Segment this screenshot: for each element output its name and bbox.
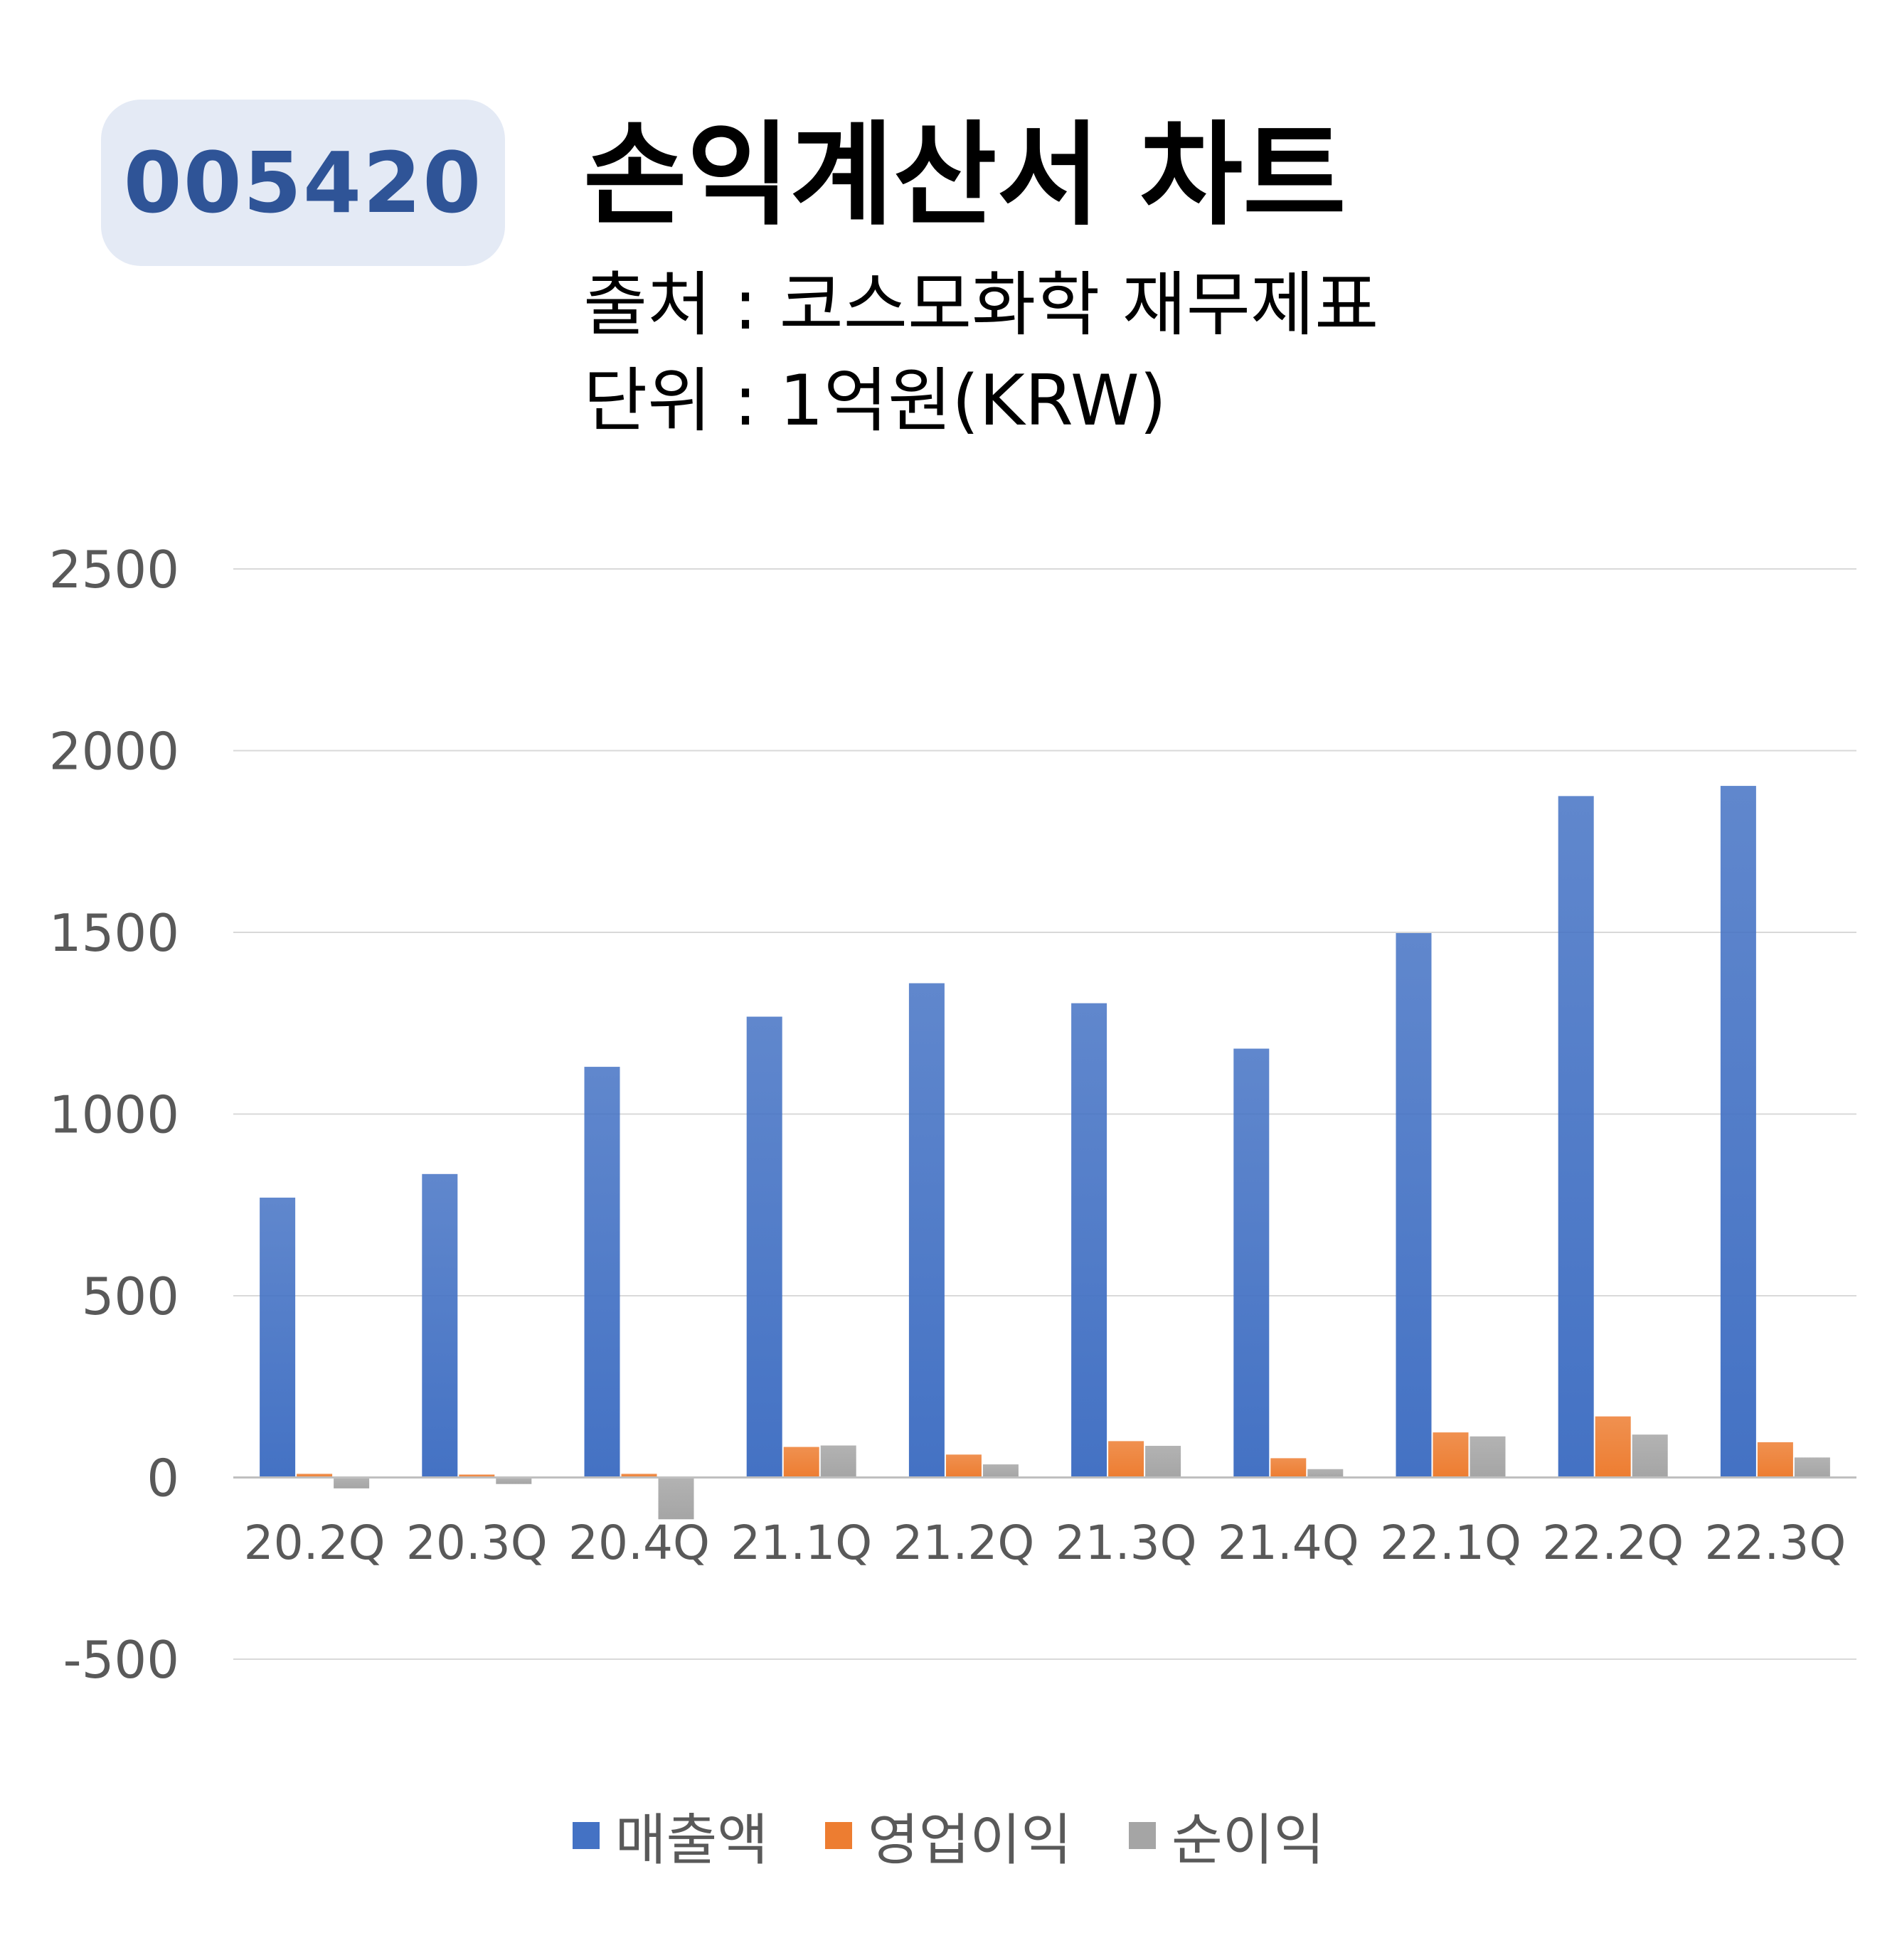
bar-20.2Q-순이익 (334, 1477, 370, 1488)
bar-20.3Q-매출액 (422, 1173, 458, 1478)
chart-legend: 매출액 영업이익 순이익 (0, 1796, 1897, 1875)
bar-20.4Q-순이익 (658, 1477, 694, 1520)
bar-21.2Q-순이익 (982, 1464, 1019, 1478)
bar-20.4Q-매출액 (584, 1067, 620, 1478)
ticker-badge: 005420 (101, 100, 505, 266)
y-tick-label: -500 (63, 1630, 179, 1690)
bar-21.2Q-매출액 (908, 983, 945, 1478)
legend-label: 영업이익 (867, 1809, 1073, 1873)
y-tick-label: 2000 (49, 722, 179, 782)
bar-20.2Q-매출액 (260, 1198, 296, 1478)
legend-swatch (1129, 1822, 1157, 1849)
source-label: 출처 : 코스모화학 재무제표 (583, 265, 1379, 346)
y-tick-label: 2500 (49, 540, 179, 600)
bar-21.1Q-매출액 (746, 1016, 782, 1478)
y-tick-label: 1500 (49, 903, 179, 963)
bar-22.2Q-영업이익 (1595, 1416, 1631, 1478)
y-tick-label: 500 (82, 1267, 179, 1326)
legend-swatch (572, 1822, 600, 1849)
x-tick-label: 20.2Q (244, 1516, 386, 1570)
bar-20.3Q-영업이익 (459, 1474, 495, 1478)
x-tick-label: 21.2Q (893, 1516, 1034, 1570)
bar-22.1Q-매출액 (1396, 933, 1432, 1478)
x-tick-label: 21.1Q (730, 1516, 872, 1570)
unit-label: 단위 : 1억원(KRW) (583, 361, 1167, 442)
bar-20.3Q-순이익 (496, 1477, 532, 1484)
bar-21.4Q-영업이익 (1270, 1458, 1307, 1478)
bar-22.2Q-순이익 (1632, 1434, 1668, 1478)
bar-21.2Q-영업이익 (945, 1454, 982, 1478)
chart-title: 손익계산서 차트 (583, 110, 1346, 241)
bar-21.3Q-매출액 (1071, 1003, 1107, 1478)
bar-21.3Q-순이익 (1145, 1446, 1181, 1478)
bar-22.3Q-매출액 (1720, 786, 1756, 1478)
bar-22.2Q-매출액 (1558, 796, 1594, 1478)
bar-21.1Q-영업이익 (783, 1447, 819, 1478)
bar-22.1Q-순이익 (1470, 1436, 1506, 1478)
x-tick-label: 22.3Q (1704, 1516, 1846, 1570)
legend-swatch (824, 1822, 852, 1849)
legend-label: 순이익 (1171, 1809, 1325, 1873)
legend-item: 순이익 (1129, 1796, 1324, 1875)
x-tick-label: 20.3Q (406, 1516, 548, 1570)
legend-label: 매출액 (615, 1809, 768, 1873)
legend-item: 매출액 (572, 1796, 768, 1875)
x-tick-label: 21.4Q (1218, 1516, 1359, 1570)
bar-21.1Q-순이익 (820, 1445, 856, 1478)
y-tick-label: 0 (147, 1449, 179, 1508)
bar-22.1Q-영업이익 (1433, 1432, 1469, 1478)
bar-20.4Q-영업이익 (621, 1474, 657, 1478)
x-tick-label: 21.3Q (1056, 1516, 1197, 1570)
y-tick-label: 1000 (49, 1085, 179, 1145)
x-tick-label: 22.1Q (1380, 1516, 1521, 1570)
bar-21.3Q-영업이익 (1108, 1441, 1144, 1478)
bar-21.4Q-순이익 (1307, 1469, 1344, 1478)
x-tick-label: 22.2Q (1542, 1516, 1684, 1570)
bar-22.3Q-영업이익 (1757, 1442, 1793, 1478)
x-tick-label: 20.4Q (568, 1516, 710, 1570)
ticker-code: 005420 (123, 134, 483, 232)
bar-21.4Q-매출액 (1233, 1048, 1270, 1478)
legend-item: 영업이익 (824, 1796, 1073, 1875)
bar-22.3Q-순이익 (1794, 1457, 1830, 1478)
bar-20.2Q-영업이익 (297, 1474, 333, 1478)
